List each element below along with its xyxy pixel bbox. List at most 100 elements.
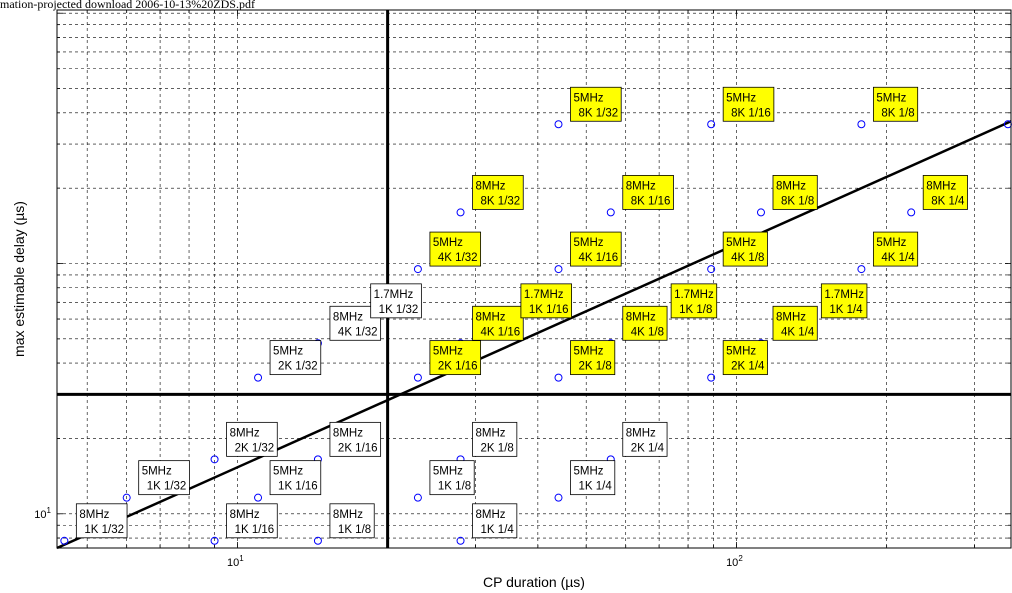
point-label-highlight: 5MHz 4K 1/32	[429, 231, 482, 267]
point-label-line1: 5MHz	[573, 237, 603, 249]
point-label-line1: 8MHz	[230, 427, 260, 439]
data-point	[122, 493, 131, 502]
point-label: 5MHz 1K 1/4	[570, 460, 616, 496]
data-point	[707, 373, 716, 382]
point-label-line2: 8K 1/32	[578, 107, 618, 119]
point-label-box	[872, 86, 919, 122]
data-point	[60, 536, 69, 545]
plot-frame	[56, 9, 1012, 549]
point-label-box	[570, 86, 622, 122]
data-point	[857, 120, 866, 129]
x-tick-label: 101	[227, 554, 244, 569]
point-label-line2: 4K 1/8	[631, 326, 664, 338]
plot-background	[57, 10, 1011, 548]
data-point	[313, 536, 322, 545]
point-label-box	[622, 305, 668, 341]
point-label-line1: 8MHz	[776, 311, 806, 323]
point-label-highlight: 5MHz 4K 1/16	[570, 231, 622, 267]
data-point	[554, 120, 563, 129]
point-label-line2: 4K 1/32	[438, 252, 478, 264]
point-label-highlight: 5MHz 8K 1/32	[570, 86, 622, 122]
point-label-line2: 4K 1/32	[338, 326, 378, 338]
point-label-line2: 1K 1/16	[278, 481, 318, 493]
point-label-line2: 1K 1/4	[578, 481, 612, 493]
point-label-box	[570, 231, 622, 267]
point-label-box	[820, 283, 868, 319]
point-label-box	[226, 503, 278, 539]
point-label-line1: 1.7MHz	[674, 289, 714, 301]
point-label-box	[872, 231, 919, 267]
point-label-box	[269, 460, 322, 496]
x-tick-label: 102	[726, 554, 743, 569]
point-label-box	[622, 175, 674, 210]
point-label: 8MHz 2K 1/4	[622, 421, 668, 457]
point-label: 8MHz 2K 1/32	[226, 421, 278, 457]
data-point	[857, 265, 866, 274]
point-label: 5MHz 1K 1/32	[138, 460, 190, 496]
point-label-line2: 8K 1/8	[781, 195, 814, 207]
point-label-line2: 1K 1/8	[679, 304, 712, 316]
point-label-line2: 1K 1/8	[338, 524, 371, 536]
point-label: 5MHz 2K 1/32	[269, 340, 322, 376]
point-label-box	[520, 283, 573, 319]
point-label-highlight: 1.7MHz 1K 1/16	[520, 283, 573, 319]
point-label-line1: 5MHz	[433, 466, 463, 478]
point-label-line2: 1K 1/16	[235, 524, 275, 536]
point-label-line2: 2K 1/4	[731, 361, 765, 373]
data-point	[554, 493, 563, 502]
point-label-line2: 2K 1/4	[631, 442, 665, 454]
data-point	[756, 208, 765, 217]
point-label-line1: 8MHz	[476, 180, 506, 192]
point-label-line1: 5MHz	[433, 346, 463, 358]
point-label-line1: 8MHz	[476, 311, 506, 323]
point-label: 8MHz 1K 1/8	[329, 503, 375, 539]
point-label-highlight: 8MHz 8K 1/16	[622, 175, 674, 210]
point-label-highlight: 5MHz 4K 1/8	[722, 231, 768, 267]
point-label-box	[722, 340, 768, 376]
point-label-line2: 1K 1/32	[84, 524, 124, 536]
point-label-line1: 5MHz	[876, 237, 906, 249]
point-label: 1.7MHz 1K 1/32	[370, 283, 422, 319]
point-label-line2: 2K 1/8	[578, 361, 611, 373]
point-label-highlight: 8MHz 8K 1/4	[922, 175, 968, 210]
point-label-line1: 1.7MHz	[374, 289, 414, 301]
x-axis-label: CP duration (µs)	[483, 574, 585, 590]
point-label-line2: 2K 1/8	[481, 442, 514, 454]
point-label-line2: 4K 1/16	[578, 252, 618, 264]
point-label-line1: 5MHz	[726, 92, 756, 104]
point-label-highlight: 5MHz 8K 1/8	[872, 86, 919, 122]
point-label-box	[922, 175, 968, 210]
page-caption: mation-projected download 2006-10-13%20Z…	[0, 0, 255, 11]
point-label-line2: 8K 1/32	[481, 195, 521, 207]
data-point	[210, 455, 219, 464]
data-point	[707, 120, 716, 129]
data-point	[554, 265, 563, 274]
point-label-box	[329, 421, 382, 457]
point-label-box	[370, 283, 422, 319]
point-label-highlight: 5MHz 2K 1/8	[570, 340, 616, 376]
point-label-line1: 8MHz	[333, 427, 363, 439]
point-label-highlight: 1.7MHz 1K 1/4	[820, 283, 868, 319]
point-label-box	[622, 421, 668, 457]
point-label-box	[138, 460, 190, 496]
point-labels: 8MHz 1K 1/32 8MHz 1K 1/16 8MHz 1K 1/8 8MHz 1K 1…	[75, 86, 968, 539]
point-label-highlight: 5MHz 2K 1/4	[722, 340, 768, 376]
point-label-highlight: 8MHz 4K 1/16	[472, 305, 524, 341]
point-label-box	[269, 340, 322, 376]
point-label: 8MHz 2K 1/8	[472, 421, 518, 457]
reference-lines	[56, 10, 1012, 550]
point-label-line2: 4K 1/4	[781, 326, 815, 338]
y-axis-label: max estimable delay (µs)	[11, 201, 27, 357]
point-label-highlight: 5MHz 2K 1/16	[429, 340, 482, 376]
point-label-line1: 1.7MHz	[824, 289, 864, 301]
point-label-line2: 1K 1/16	[529, 304, 569, 316]
point-label-box	[670, 283, 718, 319]
point-label-line2: 4K 1/4	[881, 252, 915, 264]
point-label-line2: 2K 1/16	[438, 361, 478, 373]
point-label-line1: 8MHz	[476, 509, 506, 521]
data-point	[254, 373, 263, 382]
point-label-line1: 5MHz	[273, 466, 303, 478]
point-label-line2: 8K 1/4	[931, 195, 965, 207]
point-label-line1: 8MHz	[476, 427, 506, 439]
